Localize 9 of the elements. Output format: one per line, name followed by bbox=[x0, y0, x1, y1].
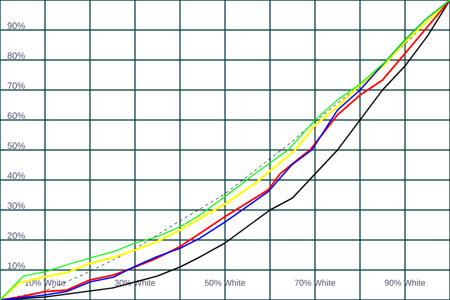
y-tick-label: 40% bbox=[7, 172, 25, 179]
y-tick-label: 80% bbox=[8, 52, 25, 59]
y-tick-label: 90% bbox=[8, 22, 25, 29]
y-tick-label: 50% bbox=[8, 142, 25, 149]
y-tick-label: 60% bbox=[8, 112, 25, 119]
y-tick-label: 10% bbox=[8, 262, 25, 269]
y-tick-label: 30% bbox=[8, 202, 25, 209]
y-tick-label: 20% bbox=[8, 232, 25, 239]
y-tick-label: 70% bbox=[8, 82, 25, 89]
